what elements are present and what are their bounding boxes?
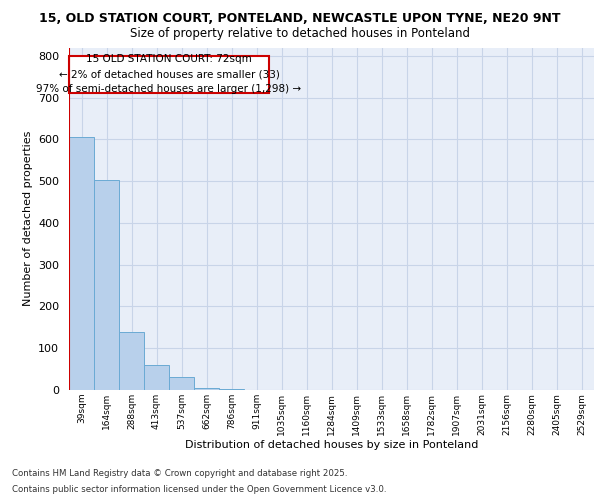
Bar — [219, 389, 244, 390]
Y-axis label: Number of detached properties: Number of detached properties — [23, 131, 32, 306]
Text: Contains HM Land Registry data © Crown copyright and database right 2025.: Contains HM Land Registry data © Crown c… — [12, 468, 347, 477]
Text: Contains public sector information licensed under the Open Government Licence v3: Contains public sector information licen… — [12, 485, 386, 494]
Text: 15 OLD STATION COURT: 72sqm
← 2% of detached houses are smaller (33)
97% of semi: 15 OLD STATION COURT: 72sqm ← 2% of deta… — [37, 54, 302, 94]
Text: 15, OLD STATION COURT, PONTELAND, NEWCASTLE UPON TYNE, NE20 9NT: 15, OLD STATION COURT, PONTELAND, NEWCAS… — [39, 12, 561, 26]
Bar — [69, 56, 269, 92]
Bar — [169, 378, 194, 390]
Bar — [119, 332, 144, 390]
X-axis label: Distribution of detached houses by size in Ponteland: Distribution of detached houses by size … — [185, 440, 478, 450]
Bar — [144, 365, 169, 390]
Bar — [194, 388, 219, 390]
Bar — [69, 138, 94, 390]
Bar — [94, 180, 119, 390]
Text: Size of property relative to detached houses in Ponteland: Size of property relative to detached ho… — [130, 28, 470, 40]
